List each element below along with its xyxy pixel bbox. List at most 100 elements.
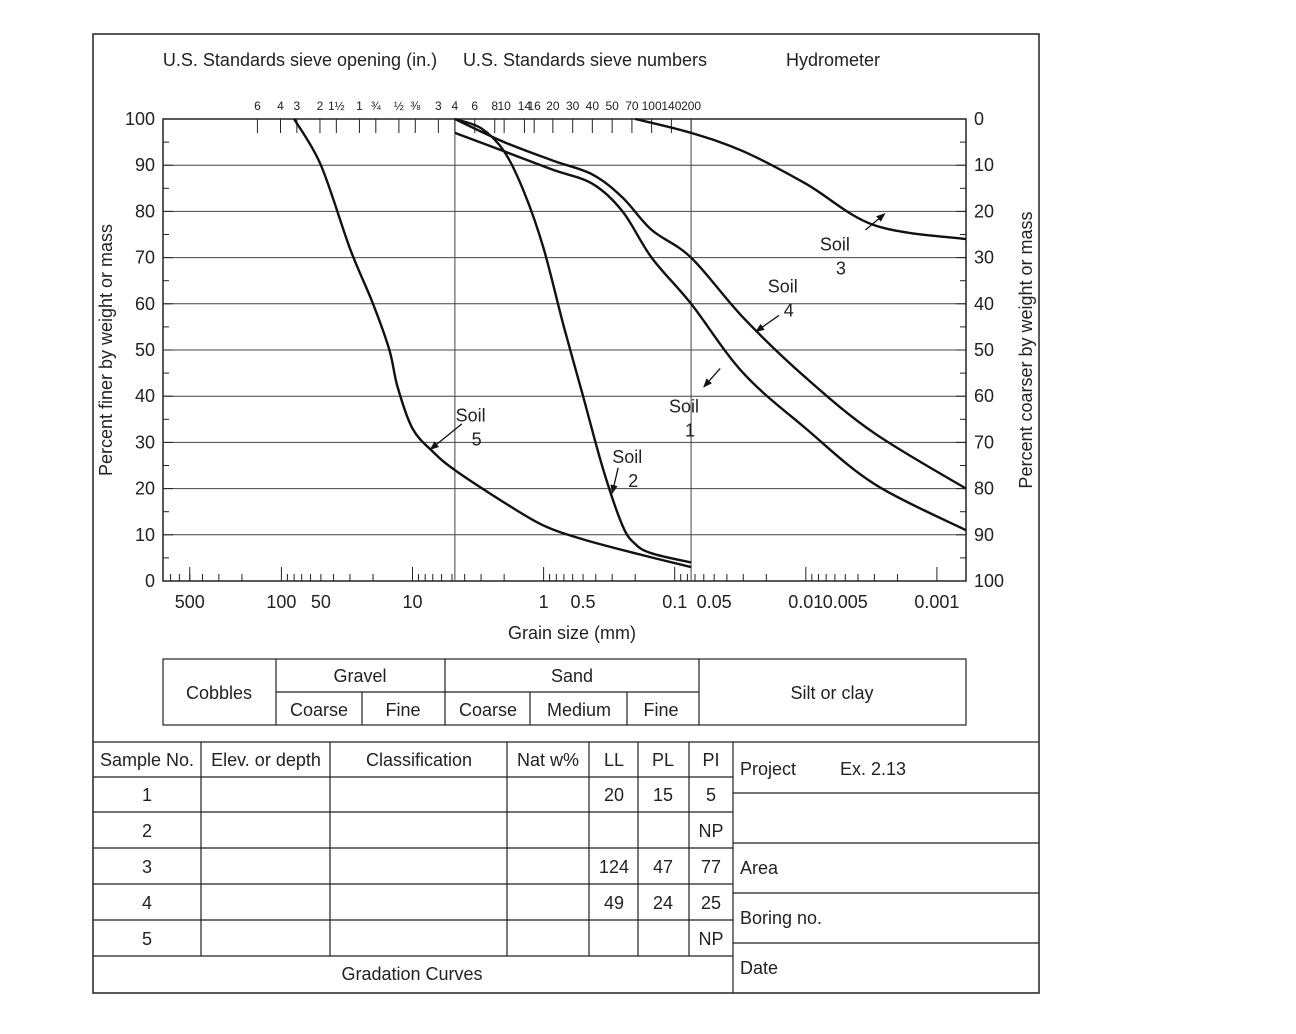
boring-label: Boring no. [740, 908, 822, 928]
series-label-number-soil-3: 3 [836, 259, 846, 279]
sieve-tick-label: 50 [605, 99, 619, 113]
table-cell: 49 [604, 893, 624, 913]
y-tick-label-right: 0 [974, 109, 984, 129]
x-tick-label: 500 [175, 592, 205, 612]
sieve-tick-label: 200 [681, 99, 701, 113]
x-tick-label: 10 [402, 592, 422, 612]
sieve-tick-label: 6 [471, 99, 478, 113]
sieve-tick-label: 6 [254, 99, 261, 113]
x-tick-label: 1 [539, 592, 549, 612]
table-cell: 5 [706, 785, 716, 805]
series-line-soil-3 [634, 117, 967, 241]
y-tick-label-right: 100 [974, 571, 1004, 591]
series-label-number-soil-2: 2 [628, 471, 638, 491]
series-line-soil-4 [454, 117, 967, 490]
sheet-border [92, 33, 1040, 994]
sieve-tick-label: 1 [356, 99, 363, 113]
sample-table: Sample No. Elev. or depth Classification Na… [100, 750, 724, 949]
area-label: Area [740, 858, 779, 878]
y-tick-label-right: 90 [974, 525, 994, 545]
sieve-tick-label: 16 [528, 99, 542, 113]
sieve-tick-label: ½ [394, 99, 404, 113]
y-tick-label: 20 [135, 479, 155, 499]
sieve-tick-label: 20 [546, 99, 560, 113]
sample-table-grid [93, 741, 1039, 993]
series-label-number-soil-1: 1 [685, 420, 695, 440]
x-tick-label: 0.01 [788, 592, 823, 612]
y-axis-title-left: Percent finer by weight or mass [96, 224, 116, 476]
table-cell: 20 [604, 785, 624, 805]
sand-coarse-label: Coarse [459, 700, 517, 720]
y-axis-title-right: Percent coarser by weight or mass [1016, 211, 1036, 488]
sieve-tick-label: 3 [294, 99, 301, 113]
grid-lines [163, 119, 966, 581]
series-label-number-soil-4: 4 [784, 300, 794, 320]
hydrometer-header: Hydrometer [786, 50, 880, 70]
table-cell: 47 [653, 857, 673, 877]
gravel-fine-label: Fine [385, 700, 420, 720]
series-arrow-soil-1 [703, 368, 721, 388]
x-tick-label: 0.05 [697, 592, 732, 612]
sieve-tick-label: 40 [586, 99, 600, 113]
sieve-tick-label: 8 [491, 99, 498, 113]
table-header-cell: Sample No. [100, 750, 194, 770]
gravel-label: Gravel [333, 666, 386, 686]
series-arrow-soil-2 [610, 467, 619, 495]
y-tick-label-right: 70 [974, 432, 994, 452]
y-tick-label: 80 [135, 201, 155, 221]
table-cell: 1 [142, 785, 152, 805]
table-header-cell: Nat w% [517, 750, 579, 770]
project-label: Project [740, 759, 796, 779]
table-cell: 124 [599, 857, 629, 877]
series-arrow-soil-5 [429, 423, 463, 450]
table-cell: 3 [142, 857, 152, 877]
sieve-tick-label: 10 [497, 99, 511, 113]
y-tick-label: 10 [135, 525, 155, 545]
series-label-soil-5: Soil [456, 406, 486, 426]
x-tick-label: 0.1 [662, 592, 687, 612]
table-cell: NP [698, 929, 723, 949]
silt-clay-label: Silt or clay [790, 683, 873, 703]
table-cell: 4 [142, 893, 152, 913]
y-tick-label-right: 50 [974, 340, 994, 360]
table-header-cell: Elev. or depth [211, 750, 321, 770]
series-line-soil-1 [454, 131, 967, 532]
table-cell: 24 [653, 893, 673, 913]
y-tick-label: 40 [135, 386, 155, 406]
sieve-numbers-header: U.S. Standards sieve numbers [463, 50, 707, 70]
y-tick-label: 90 [135, 155, 155, 175]
sieve-tick-label: 4 [452, 99, 459, 113]
y-tick-label: 30 [135, 432, 155, 452]
y-tick-label: 50 [135, 340, 155, 360]
series-label-number-soil-5: 5 [472, 430, 482, 450]
y-tick-label: 70 [135, 248, 155, 268]
y-tick-label: 100 [125, 109, 155, 129]
sieve-tick-label: 1½ [328, 99, 345, 113]
y-axis-left: 0 10 20 30 40 50 60 70 80 90 100 [125, 109, 173, 591]
table-cell: 15 [653, 785, 673, 805]
series-arrow-soil-4 [755, 314, 780, 333]
sieve-tick-label: 30 [566, 99, 580, 113]
series-label-soil-2: Soil [612, 447, 642, 467]
series-group [293, 117, 967, 569]
sieve-tick-label: 3 [435, 99, 442, 113]
sieve-tick-label: 4 [277, 99, 284, 113]
series-label-soil-4: Soil [768, 276, 798, 296]
table-header-cell: PI [702, 750, 719, 770]
y-tick-label: 0 [145, 571, 155, 591]
table-header-cell: LL [604, 750, 624, 770]
table-cell: 77 [701, 857, 721, 877]
x-tick-label: 0.005 [823, 592, 868, 612]
y-tick-label-right: 20 [974, 201, 994, 221]
x-tick-label: 0.001 [914, 592, 959, 612]
table-header-cell: PL [652, 750, 674, 770]
series-arrow-soil-3 [865, 213, 886, 231]
table-cell: 2 [142, 821, 152, 841]
y-tick-label-right: 40 [974, 294, 994, 314]
sieve-tick-label: 70 [625, 99, 639, 113]
sieve-tick-label: 2 [317, 99, 324, 113]
